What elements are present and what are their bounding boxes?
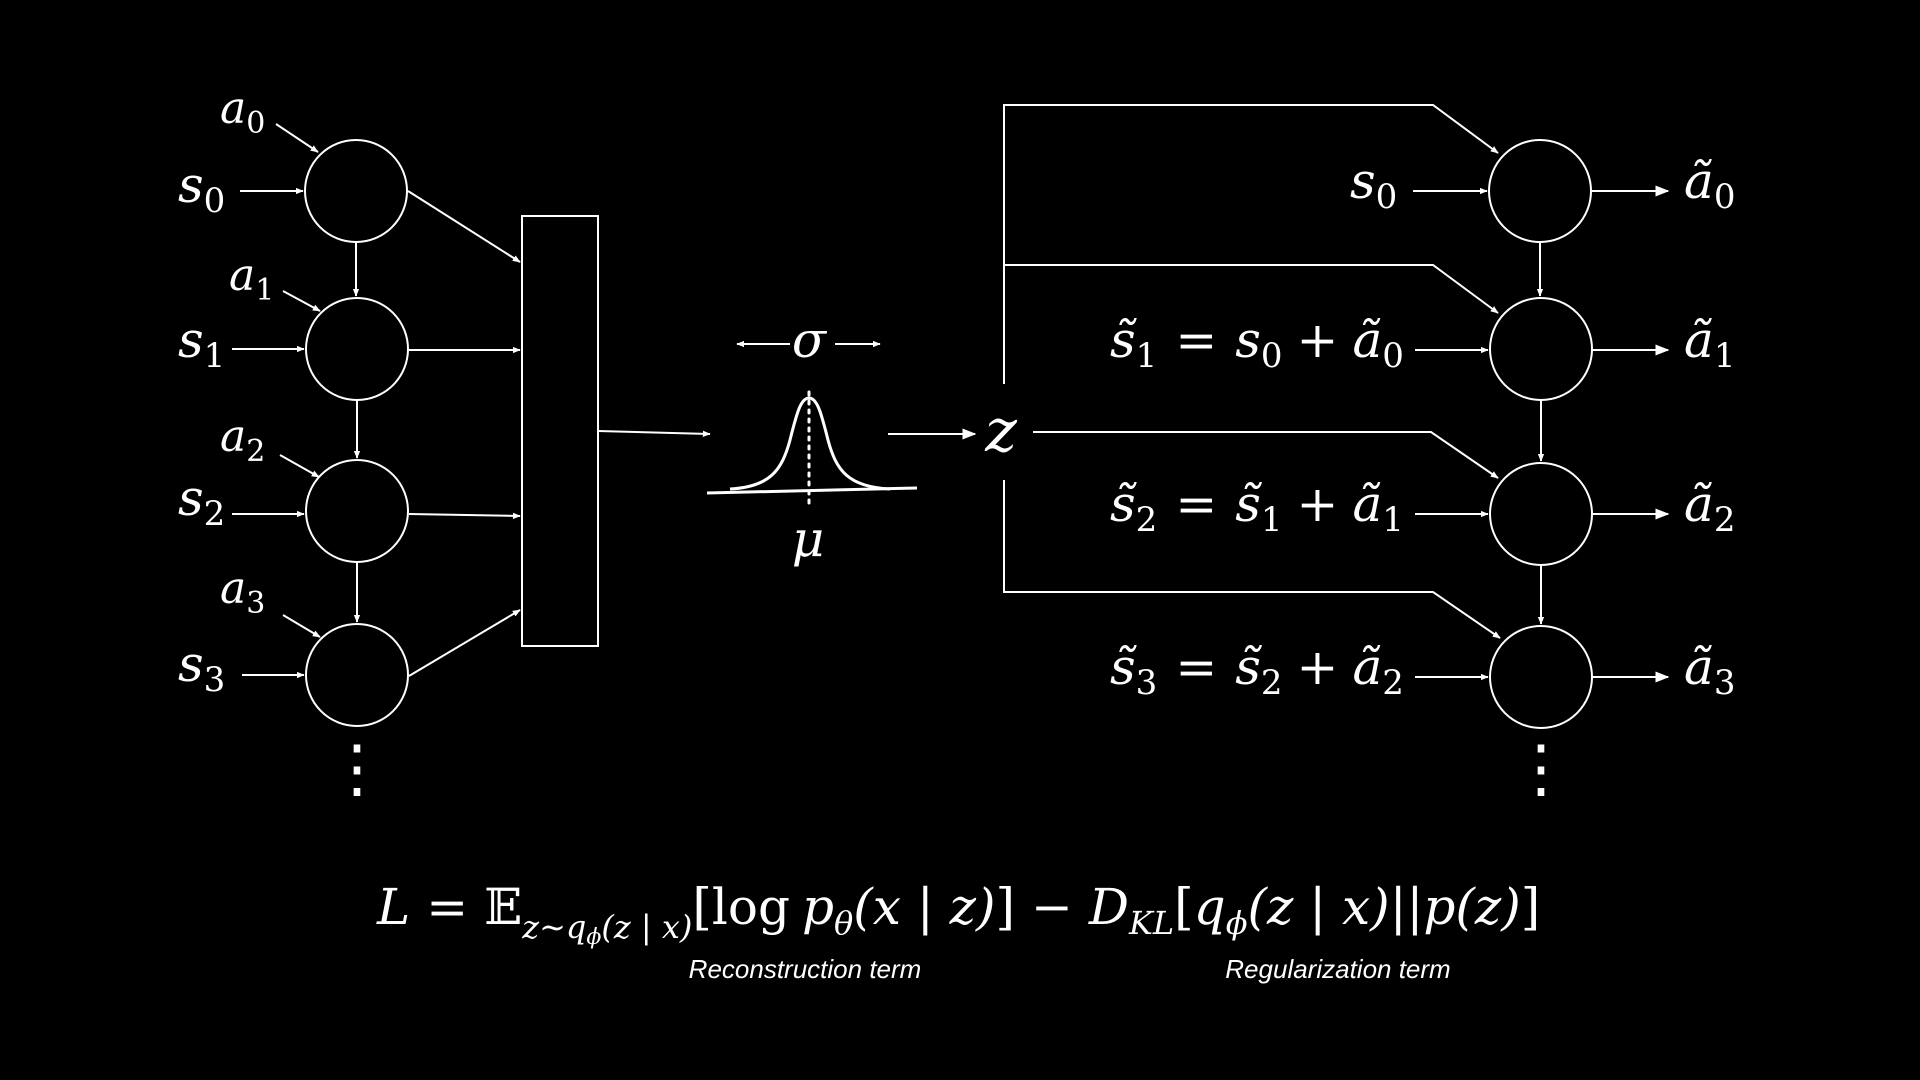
distribution-baseline bbox=[706, 486, 918, 495]
to-distribution-arrow bbox=[597, 430, 711, 438]
decoder-output-label-0: ã0 bbox=[1684, 152, 1735, 217]
sigma-label: σ bbox=[792, 311, 828, 369]
encoder-node-0 bbox=[304, 139, 408, 243]
encoder-continuation: ⋮ bbox=[325, 732, 389, 806]
decoder-input-label-2: s̃2 = s̃1 + ã1 bbox=[1110, 475, 1404, 540]
loss-formula: L = 𝔼z∼qϕ(z | x)[log pθ(x | z)] − DKL[qϕ(z | … bbox=[376, 878, 1540, 950]
action-input-arrow bbox=[282, 614, 321, 638]
z-label: z bbox=[984, 396, 1017, 466]
decoder-input-label-3: s̃3 = s̃2 + ã2 bbox=[1110, 638, 1404, 703]
decoder-node-0 bbox=[1488, 139, 1592, 243]
reconstruction-term-caption: Reconstruction term bbox=[689, 954, 922, 984]
z-feed-line-3 bbox=[1003, 480, 1501, 639]
z-feed-line-1 bbox=[1004, 264, 1499, 314]
encoder-node-3 bbox=[305, 623, 409, 727]
encoder-aggregator-box bbox=[521, 215, 599, 647]
action-input-arrow bbox=[282, 290, 321, 312]
mu-label: μ bbox=[792, 510, 825, 568]
action-input-arrow bbox=[279, 454, 320, 478]
z-feed-line-2 bbox=[1033, 431, 1499, 479]
decoder-output-label-1: ã1 bbox=[1684, 311, 1735, 376]
action-label-0: a0 bbox=[220, 83, 265, 141]
to-aggregator-arrow bbox=[408, 512, 521, 520]
gaussian-curve bbox=[729, 396, 891, 491]
decoder-output-label-2: ã2 bbox=[1684, 475, 1735, 540]
regularization-term-caption: Regularization term bbox=[1225, 954, 1450, 984]
action-label-3: a3 bbox=[220, 563, 265, 621]
state-label-0: s0 bbox=[178, 156, 225, 221]
decoder-labels: s0 ã0 s̃1 = s0 + ã0 ã1 s̃2 = s̃1 + ã1 ã2 s̃3 = s̃2… bbox=[1110, 152, 1735, 806]
action-input-arrow bbox=[275, 123, 319, 153]
encoder-node-1 bbox=[305, 297, 409, 401]
decoder-input-label-0: s0 bbox=[1350, 152, 1397, 217]
latent-distribution: σ μ z bbox=[706, 311, 1017, 568]
decoder-node-1 bbox=[1489, 297, 1593, 401]
decoder-input-label-1: s̃1 = s0 + ã0 bbox=[1110, 311, 1404, 376]
decoder-node-3 bbox=[1489, 625, 1593, 729]
action-label-1: a1 bbox=[229, 250, 274, 308]
encoder-labels: a0 s0 a1 s1 a2 s2 a3 s3 ⋮ bbox=[178, 83, 389, 806]
decoder-output-label-3: ã3 bbox=[1684, 638, 1735, 703]
encoder bbox=[232, 123, 711, 727]
to-aggregator-arrow bbox=[407, 190, 521, 263]
decoder bbox=[1003, 104, 1670, 729]
state-label-2: s2 bbox=[178, 469, 225, 534]
z-feed-line-0 bbox=[1003, 104, 1499, 384]
action-label-2: a2 bbox=[220, 411, 265, 469]
to-aggregator-arrow bbox=[408, 609, 521, 677]
state-label-3: s3 bbox=[178, 635, 225, 700]
encoder-node-2 bbox=[305, 459, 409, 563]
state-label-1: s1 bbox=[178, 311, 225, 376]
decoder-continuation: ⋮ bbox=[1509, 732, 1573, 806]
decoder-node-2 bbox=[1489, 462, 1593, 566]
